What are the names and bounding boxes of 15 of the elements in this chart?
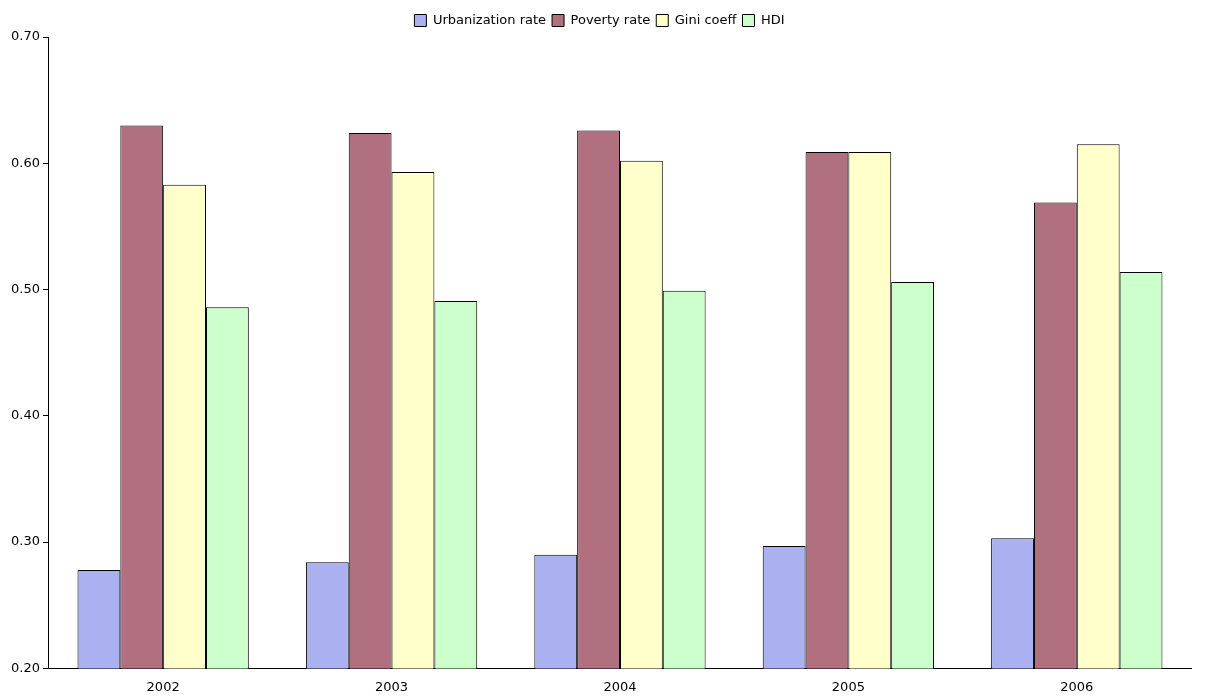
y-tick-label: 0.70 bbox=[10, 28, 40, 44]
legend-label: Gini coeff bbox=[674, 11, 738, 27]
y-tick-label: 0.60 bbox=[10, 154, 40, 170]
y-tick-label: 0.40 bbox=[10, 407, 40, 423]
y-tick-label: 0.30 bbox=[10, 533, 40, 549]
x-tick-label: 2004 bbox=[603, 678, 637, 694]
legend-label: HDI bbox=[760, 11, 785, 27]
y-tick-label: 0.20 bbox=[10, 659, 40, 675]
x-tick-label: 2003 bbox=[375, 678, 409, 694]
x-tick-label: 2005 bbox=[831, 678, 865, 694]
x-tick-label: 2002 bbox=[146, 678, 180, 694]
x-tick-label: 2006 bbox=[1060, 678, 1094, 694]
legend-label: Poverty rate bbox=[570, 11, 651, 27]
y-tick-label: 0.50 bbox=[10, 280, 40, 296]
legend-label: Urbanization rate bbox=[432, 11, 547, 27]
